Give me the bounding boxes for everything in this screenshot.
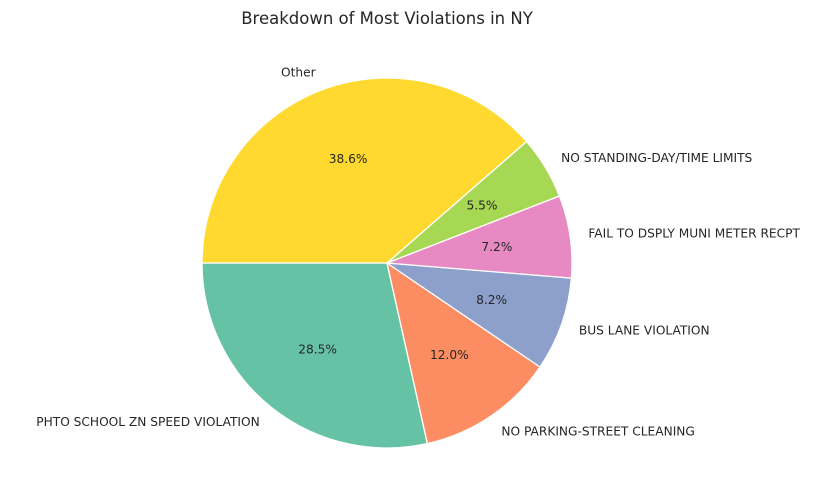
- pie-slice-phto-school-zn-speed-violation: [201, 262, 429, 449]
- pie-label-no-standing-day-time-limits: NO STANDING-DAY/TIME LIMITS: [561, 151, 752, 165]
- pie-slices: [201, 77, 573, 449]
- pie-label-fail-to-dsply-muni-meter-recpt: FAIL TO DSPLY MUNI METER RECPT: [588, 227, 800, 241]
- pie-percent-label: 38.6%: [329, 152, 368, 166]
- pie-slice-no-parking-street-cleaning: [386, 262, 541, 445]
- pie-label-phto-school-zn-speed-violation: PHTO SCHOOL ZN SPEED VIOLATION: [36, 415, 260, 429]
- pie-label-other: Other: [281, 65, 317, 79]
- pie-percent-label: 28.5%: [298, 343, 337, 357]
- pie-percent-label: 5.5%: [467, 199, 498, 213]
- pie-label-bus-lane-violation: BUS LANE VIOLATION: [579, 324, 710, 338]
- pie-percent-label: 7.2%: [481, 240, 512, 254]
- chart-title: Breakdown of Most Violations in NY: [241, 9, 533, 28]
- pie-percent-label: 12.0%: [430, 348, 469, 362]
- pie-percent-label: 8.2%: [476, 293, 507, 307]
- pie-slice-other: [201, 77, 528, 264]
- pie-label-no-parking-street-cleaning: NO PARKING-STREET CLEANING: [501, 424, 694, 438]
- pie-slice-bus-lane-violation: [386, 262, 573, 368]
- pie-category-labels: PHTO SCHOOL ZN SPEED VIOLATION NO PARKING…: [36, 65, 800, 438]
- pie-percent-labels: 28.5% 12.0% 8.2% 7.2% 5.5% 38.6%: [298, 152, 512, 362]
